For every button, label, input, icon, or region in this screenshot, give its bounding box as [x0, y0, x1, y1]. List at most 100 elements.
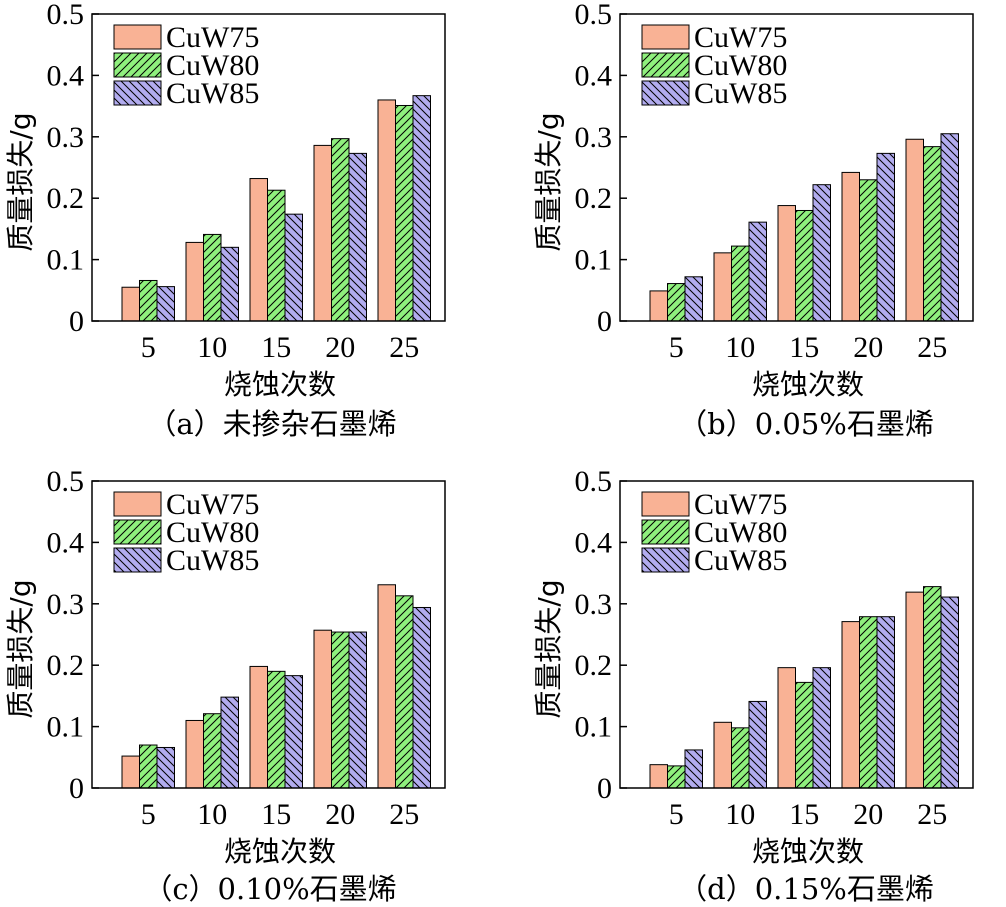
bar-cuw80-25 [923, 586, 942, 789]
chart-panel-c: 0 0.1 0.2 0.3 0.4 0.5 5 10 15 20 25 烧蚀次数 质量损失/g CuW75… [4, 465, 446, 906]
x-tick-label: 20 [853, 331, 883, 364]
legend-label-cuw75: CuW75 [166, 488, 259, 521]
bar-cuw80-25 [395, 595, 414, 789]
y-tick-label: 0.1 [575, 244, 613, 277]
bar-cuw85-5 [156, 286, 175, 322]
bar-cuw80-20 [859, 616, 878, 789]
bar-cuw80-20 [859, 179, 878, 322]
y-tick-label: 0.1 [47, 244, 85, 277]
bar-cuw85-15 [284, 213, 303, 322]
bar-cuw85-10 [220, 696, 239, 789]
y-tick-label: 0.1 [47, 711, 85, 744]
legend-swatch-cuw75 [641, 24, 690, 50]
bar-cuw80-5 [139, 279, 158, 322]
bar-cuw85-5 [156, 746, 175, 789]
bar-cuw75-20 [841, 171, 860, 322]
bar-cuw80-5 [667, 283, 686, 322]
bar-cuw80-20 [331, 138, 350, 322]
bar-cuw75-15 [249, 178, 268, 322]
bar-cuw75-25 [377, 584, 396, 789]
x-tick-label: 15 [261, 798, 291, 831]
legend-label-cuw80: CuW80 [166, 516, 259, 549]
y-tick-label: 0.3 [47, 121, 85, 154]
bar-cuw80-15 [267, 189, 286, 322]
x-tick-label: 10 [197, 798, 227, 831]
x-tick-label: 15 [261, 331, 291, 364]
bar-cuw80-10 [203, 233, 222, 322]
bar-cuw85-5 [684, 749, 703, 789]
y-tick-label: 0.1 [575, 711, 613, 744]
x-tick-label: 20 [325, 798, 355, 831]
plot-frame [91, 13, 446, 322]
chart-panel-d: 0 0.1 0.2 0.3 0.4 0.5 5 10 15 20 25 烧蚀次数 质量损失/g CuW75… [532, 465, 974, 906]
plot-frame [619, 480, 974, 789]
x-axis-label: 烧蚀次数 [224, 835, 336, 868]
bar-cuw75-5 [649, 290, 668, 322]
bar-cuw75-20 [841, 621, 860, 789]
bar-cuw75-20 [313, 144, 332, 322]
legend-label-cuw75: CuW75 [166, 21, 259, 54]
bar-cuw80-15 [795, 209, 814, 322]
y-tick-label: 0.4 [575, 59, 613, 92]
legend-swatch-cuw85 [113, 80, 162, 106]
bar-cuw75-10 [185, 719, 204, 789]
bar-cuw85-20 [876, 152, 895, 322]
y-tick-label: 0.3 [575, 588, 613, 621]
bar-cuw85-25 [412, 95, 431, 322]
legend-swatch-cuw80 [113, 519, 162, 545]
y-tick-label: 0 [597, 305, 612, 338]
bar-cuw75-25 [905, 138, 924, 322]
y-tick-label: 0 [69, 772, 84, 805]
bar-cuw85-10 [748, 221, 767, 322]
y-tick-label: 0.2 [47, 649, 85, 682]
plot-frame [91, 480, 446, 789]
bar-cuw75-20 [313, 629, 332, 789]
legend-label-cuw80: CuW80 [694, 516, 787, 549]
plot-frame [619, 13, 974, 322]
x-axis-label: 烧蚀次数 [224, 368, 336, 401]
bar-cuw80-10 [731, 245, 750, 322]
bar-cuw85-10 [220, 246, 239, 322]
bar-cuw85-20 [876, 616, 895, 789]
legend-swatch-cuw80 [113, 52, 162, 78]
bar-cuw85-20 [348, 152, 367, 322]
legend-swatch-cuw75 [113, 491, 162, 517]
x-tick-label: 10 [197, 331, 227, 364]
legend-swatch-cuw85 [641, 80, 690, 106]
legend-label-cuw80: CuW80 [166, 49, 259, 82]
x-tick-label: 15 [789, 331, 819, 364]
x-tick-label: 25 [917, 798, 947, 831]
bar-cuw80-25 [923, 146, 942, 322]
bar-cuw80-10 [731, 727, 750, 789]
y-axis-label: 质量损失/g [532, 112, 565, 251]
legend-swatch-cuw85 [113, 547, 162, 573]
y-tick-label: 0.4 [47, 59, 85, 92]
x-tick-label: 25 [389, 798, 419, 831]
legend-label-cuw85: CuW85 [166, 77, 259, 110]
x-axis-label: 烧蚀次数 [752, 835, 864, 868]
bar-cuw75-5 [121, 755, 140, 789]
x-tick-label: 20 [325, 331, 355, 364]
bar-cuw80-15 [795, 681, 814, 789]
y-tick-label: 0.5 [575, 0, 613, 31]
bar-cuw75-25 [377, 99, 396, 322]
y-tick-label: 0.5 [47, 465, 85, 498]
bar-cuw75-10 [185, 241, 204, 322]
chart-panel-b: 0 0.1 0.2 0.3 0.4 0.5 5 10 15 20 25 烧蚀次数 质量损失/g CuW75… [532, 0, 974, 441]
legend-label-cuw80: CuW80 [694, 49, 787, 82]
bar-cuw85-25 [940, 133, 959, 322]
legend-label-cuw75: CuW75 [694, 488, 787, 521]
bar-cuw80-20 [331, 631, 350, 789]
y-tick-label: 0.5 [47, 0, 85, 31]
x-tick-label: 25 [917, 331, 947, 364]
legend-label-cuw85: CuW85 [694, 77, 787, 110]
panel-caption: （b）0.05%石墨烯 [678, 407, 934, 441]
chart-panel-a: 0 0.1 0.2 0.3 0.4 0.5 5 10 15 20 25 烧蚀次数 质量损失/g CuW75… [4, 0, 446, 441]
bar-cuw75-25 [905, 591, 924, 789]
bar-cuw75-5 [649, 764, 668, 789]
bar-cuw85-5 [684, 276, 703, 322]
bar-cuw75-15 [249, 665, 268, 789]
bar-cuw80-5 [667, 765, 686, 789]
y-tick-label: 0.4 [47, 526, 85, 559]
bar-cuw85-20 [348, 631, 367, 789]
